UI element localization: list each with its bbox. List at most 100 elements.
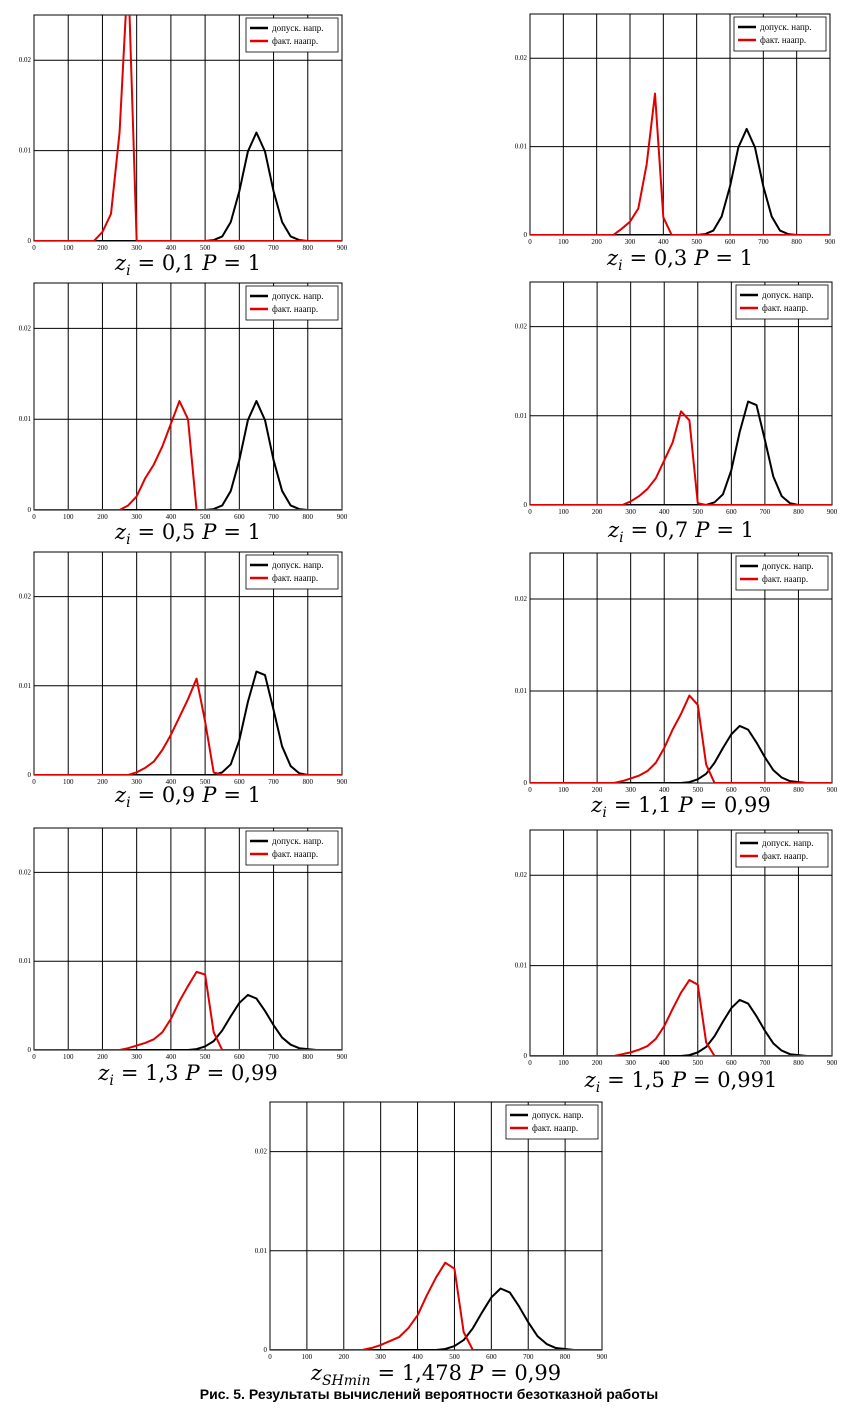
x-tick-label: 100 xyxy=(558,1059,569,1067)
x-tick-label: 300 xyxy=(131,778,142,786)
y-tick-label: 0 xyxy=(264,1346,268,1354)
x-tick-label: 700 xyxy=(760,508,771,516)
x-tick-label: 200 xyxy=(592,1059,603,1067)
caption-variable: z xyxy=(590,793,603,817)
x-tick-label: 300 xyxy=(375,1353,386,1361)
x-tick-label: 100 xyxy=(63,1053,74,1061)
x-tick-label: 400 xyxy=(166,513,177,521)
x-tick-label: 700 xyxy=(268,513,279,521)
x-tick-label: 600 xyxy=(486,1353,497,1361)
y-tick-label: 0 xyxy=(524,779,528,787)
legend-label: допуск. напр. xyxy=(762,561,814,571)
series-line xyxy=(530,694,832,783)
chart: 0 100 200 300 400 500 600 700 800 900 0 0.01 0.02 доп… xyxy=(515,13,836,274)
x-tick-label: 500 xyxy=(691,238,702,246)
y-tick-label: 0 xyxy=(524,231,528,239)
caption: zi = 1,5 P = 0,991 xyxy=(584,1068,778,1096)
caption-z-value: = 0,9 xyxy=(138,783,196,807)
caption-subscript: i xyxy=(126,263,130,279)
x-tick-label: 0 xyxy=(32,244,36,252)
caption-z-value: = 0,7 xyxy=(631,518,689,542)
x-tick-label: 0 xyxy=(528,508,532,516)
x-tick-label: 200 xyxy=(97,778,108,786)
caption-p-value: = 0,991 xyxy=(693,1068,777,1092)
legend-label: допуск. напр. xyxy=(272,560,324,570)
x-tick-label: 700 xyxy=(760,786,771,794)
x-tick-label: 400 xyxy=(659,508,670,516)
legend-box xyxy=(245,17,339,53)
y-tick-label: 0 xyxy=(28,237,32,245)
chart: 0 100 200 300 400 500 600 700 800 900 0 0.01 0.02 доп… xyxy=(515,552,838,821)
caption-p-variable: P xyxy=(671,1068,687,1092)
x-tick-label: 900 xyxy=(337,778,348,786)
caption-p-variable: P xyxy=(201,783,217,807)
caption-z-value: = 0,3 xyxy=(630,246,688,270)
x-tick-label: 300 xyxy=(625,786,636,794)
y-tick-label: 0.01 xyxy=(19,147,32,155)
x-tick-label: 500 xyxy=(693,786,704,794)
x-tick-label: 300 xyxy=(131,244,142,252)
legend-box xyxy=(735,284,829,320)
x-tick-label: 400 xyxy=(659,1059,670,1067)
caption-z-value: = 1,1 xyxy=(614,793,672,817)
x-tick-label: 300 xyxy=(131,513,142,521)
caption-z-value: = 0,1 xyxy=(138,251,196,275)
y-tick-label: 0 xyxy=(524,1052,528,1060)
caption-p-variable: P xyxy=(468,1361,484,1385)
series-line xyxy=(530,92,830,235)
x-tick-label: 800 xyxy=(560,1353,571,1361)
x-tick-label: 400 xyxy=(166,1053,177,1061)
x-tick-label: 800 xyxy=(303,778,314,786)
x-tick-label: 800 xyxy=(793,1059,804,1067)
x-tick-label: 200 xyxy=(97,513,108,521)
x-tick-label: 200 xyxy=(592,508,603,516)
x-tick-label: 400 xyxy=(659,786,670,794)
caption-variable: z xyxy=(607,518,620,542)
x-tick-label: 500 xyxy=(693,1059,704,1067)
y-tick-label: 0.01 xyxy=(515,412,528,420)
series-line xyxy=(34,970,342,1050)
x-tick-label: 200 xyxy=(97,244,108,252)
x-tick-label: 500 xyxy=(200,244,211,252)
legend-label: факт. наапр. xyxy=(272,36,318,46)
caption-subscript: i xyxy=(126,532,130,548)
x-tick-label: 300 xyxy=(625,238,636,246)
caption-variable: z xyxy=(97,1061,110,1085)
chart: 0 100 200 300 400 500 600 700 800 900 0 0.01 0.02 доп… xyxy=(515,281,838,546)
y-tick-label: 0.02 xyxy=(19,56,32,64)
caption-p-value: = 1 xyxy=(223,520,261,544)
caption-z-value: = 0,5 xyxy=(138,520,196,544)
x-tick-label: 800 xyxy=(303,244,314,252)
caption: zi = 1,3 P = 0,99 xyxy=(97,1061,277,1089)
x-tick-label: 300 xyxy=(625,508,636,516)
x-tick-label: 100 xyxy=(63,778,74,786)
legend-label: факт. наапр. xyxy=(762,303,808,313)
caption-subscript: i xyxy=(618,258,622,274)
x-tick-label: 100 xyxy=(558,786,569,794)
caption: zi = 0,9 P = 1 xyxy=(114,783,261,811)
x-tick-label: 800 xyxy=(303,1053,314,1061)
legend-label: допуск. напр. xyxy=(272,23,324,33)
x-tick-label: 500 xyxy=(200,778,211,786)
x-tick-label: 600 xyxy=(726,508,737,516)
legend-box xyxy=(735,555,829,591)
y-tick-label: 0.01 xyxy=(515,962,528,970)
x-tick-label: 800 xyxy=(303,513,314,521)
x-tick-label: 400 xyxy=(166,778,177,786)
y-tick-label: 0.02 xyxy=(515,54,528,62)
caption: zi = 0,3 P = 1 xyxy=(606,246,753,274)
x-tick-label: 700 xyxy=(758,238,769,246)
legend-label: факт. наапр. xyxy=(762,574,808,584)
y-tick-label: 0.01 xyxy=(19,957,32,965)
x-tick-label: 0 xyxy=(528,238,532,246)
caption-subscript: i xyxy=(126,795,130,811)
x-tick-label: 0 xyxy=(528,786,532,794)
y-tick-label: 0.01 xyxy=(515,143,528,151)
legend-box xyxy=(505,1104,599,1140)
y-tick-label: 0.02 xyxy=(19,868,32,876)
caption-variable: z xyxy=(310,1361,323,1385)
series-line xyxy=(34,131,342,241)
chart: 0 100 200 300 400 500 600 700 800 900 0 0.01 0.02 доп… xyxy=(19,282,348,548)
chart: 0 100 200 300 400 500 600 700 800 900 0 0.01 0.02 доп… xyxy=(255,1101,608,1389)
caption: zi = 0,7 P = 1 xyxy=(607,518,754,546)
